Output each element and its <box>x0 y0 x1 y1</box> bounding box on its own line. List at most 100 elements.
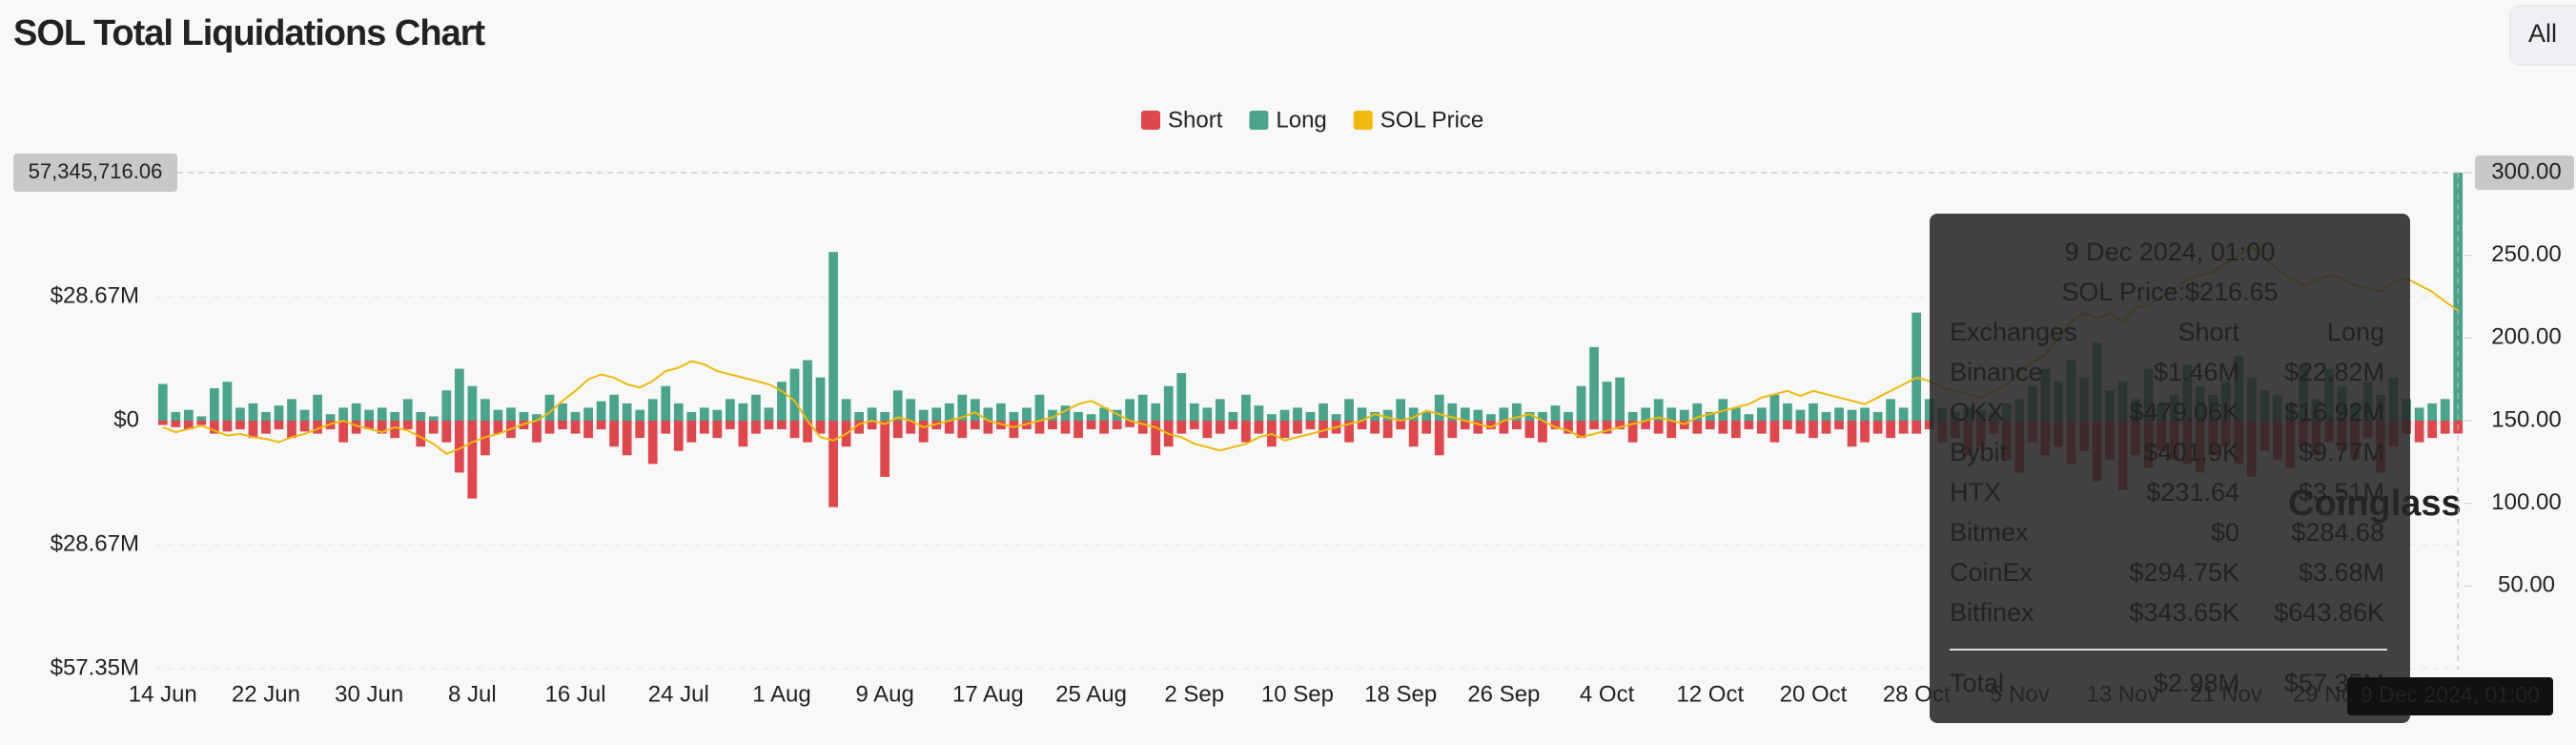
bar <box>1627 421 1638 443</box>
bar <box>1564 421 1573 434</box>
legend-swatch <box>1249 111 1269 130</box>
bar <box>1305 421 1316 430</box>
bar <box>364 409 375 421</box>
bar <box>402 399 413 421</box>
bar <box>2414 421 2424 443</box>
bar <box>1009 421 1019 439</box>
bar <box>699 421 709 434</box>
bar <box>558 403 567 421</box>
bar <box>248 421 258 439</box>
bar <box>1860 407 1870 421</box>
tooltip-price: SOL Price:$216.65 <box>2061 278 2278 306</box>
bar <box>1382 421 1393 439</box>
bar <box>647 399 658 421</box>
bar <box>1319 421 1328 439</box>
bar <box>1550 405 1561 421</box>
bar <box>647 421 658 465</box>
x-tick-label: 26 Sep <box>1467 681 1540 707</box>
bar <box>1809 421 1818 439</box>
bar <box>1086 414 1096 421</box>
tooltip-header: Short <box>2177 318 2239 346</box>
tooltip-row: Binance <box>1950 358 2043 386</box>
bar <box>1666 407 1677 421</box>
bar <box>1022 407 1032 421</box>
bar <box>1009 411 1019 421</box>
bar <box>1499 407 1509 421</box>
bar <box>1730 407 1741 421</box>
bar <box>2453 173 2464 421</box>
bar <box>1137 394 1148 421</box>
bar <box>454 421 464 473</box>
bar <box>1382 409 1393 421</box>
bar <box>1396 399 1406 421</box>
bar <box>1408 407 1419 421</box>
bar <box>906 421 916 434</box>
bar <box>183 421 194 430</box>
bar <box>532 421 542 443</box>
bar <box>351 403 361 421</box>
bar <box>1795 421 1806 434</box>
x-tick-label: 8 Jul <box>448 681 497 707</box>
bar <box>1872 411 1883 421</box>
tooltip-row: $343.65K <box>2129 598 2239 627</box>
bar <box>1202 407 1213 421</box>
range-button[interactable] <box>2509 5 2576 66</box>
bar <box>1924 421 1934 430</box>
x-tick-label: 25 Aug <box>1055 681 1127 707</box>
bar <box>1757 407 1767 421</box>
bar <box>1048 409 1057 421</box>
bar <box>1370 421 1380 434</box>
bar <box>1847 421 1857 447</box>
bar <box>854 421 864 434</box>
bar <box>867 421 877 430</box>
bar <box>351 421 361 434</box>
tooltip-row: $3.51M <box>2299 478 2384 507</box>
x-tick-label: 20 Oct <box>1780 681 1848 707</box>
tooltip-row: HTX <box>1950 478 2001 507</box>
bar <box>1602 421 1612 434</box>
bar <box>209 421 219 434</box>
bar <box>906 399 916 421</box>
bar <box>1886 399 1896 421</box>
bar <box>686 411 697 421</box>
bar <box>1151 421 1161 456</box>
tooltip-row: $284.68 <box>2291 518 2384 547</box>
bar <box>196 416 207 421</box>
tooltip-row: $643.86K <box>2274 598 2384 627</box>
bar <box>1872 421 1883 434</box>
bar <box>428 416 439 421</box>
bar <box>313 421 322 434</box>
bar <box>441 390 452 421</box>
crosshair-x-box <box>2347 677 2553 715</box>
bar <box>596 421 606 430</box>
bar <box>2427 403 2438 421</box>
bar <box>248 403 258 421</box>
range-button-label[interactable]: All <box>2528 19 2557 48</box>
tooltip-row: $9.77M <box>2299 438 2384 466</box>
bar <box>1396 421 1406 430</box>
bar <box>506 407 516 421</box>
bar <box>1073 411 1083 421</box>
y-tick-label: $0 <box>113 406 139 432</box>
bar <box>390 411 400 421</box>
bar <box>1886 421 1896 439</box>
bar <box>686 421 697 443</box>
y2-tick-label: 200.00 <box>2491 324 2561 350</box>
bar <box>777 421 787 430</box>
bar <box>970 421 980 430</box>
tooltip-row: $401.9K <box>2143 438 2239 466</box>
bar <box>1499 421 1509 434</box>
bar <box>1744 421 1754 430</box>
bar <box>867 407 877 421</box>
tooltip-header: Exchanges <box>1950 318 2077 346</box>
bar <box>1176 421 1187 434</box>
legend-label: Short <box>1168 107 1223 133</box>
bar <box>596 401 606 421</box>
bar <box>1666 421 1677 439</box>
bar <box>661 421 671 434</box>
bar <box>235 421 245 430</box>
bar <box>377 407 387 421</box>
bar <box>1125 421 1135 427</box>
bar <box>764 421 774 430</box>
bar <box>1485 414 1496 421</box>
